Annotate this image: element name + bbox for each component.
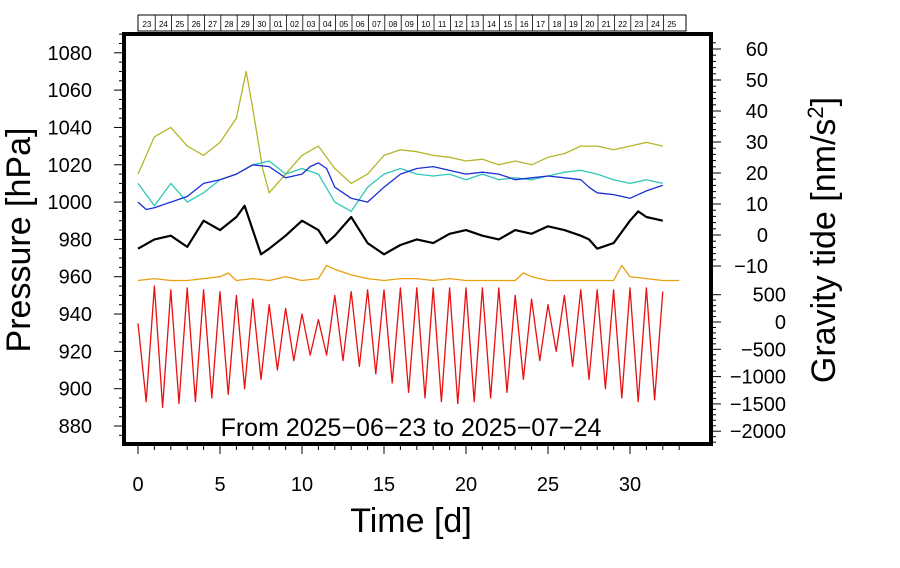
y-right-tick-label: 0 — [757, 225, 768, 247]
series-line-4 — [137, 204, 664, 256]
top-day-labels: 23 24 25 26 27 28 29 30 01 02 03 04 05 06 07 08 09 10 11 12… — [143, 15, 677, 31]
top-day-label: 27 — [208, 20, 217, 29]
chart-caption: From 2025−06−23 to 2025−07−24 — [221, 414, 602, 442]
series-line-3 — [137, 162, 664, 211]
y-left-tick-label: 1060 — [48, 80, 93, 102]
top-strip-frame — [137, 14, 687, 32]
y-right-tick-label: 40 — [746, 101, 768, 123]
x-tick-label: 5 — [214, 474, 225, 496]
top-day-label: 25 — [175, 20, 184, 29]
y-right-tick-label: −2000 — [730, 421, 786, 443]
top-day-label: 23 — [143, 20, 152, 29]
top-day-label: 21 — [602, 20, 611, 29]
top-day-label: 24 — [651, 20, 660, 29]
top-day-label: 04 — [323, 20, 332, 29]
x-tick-label: 0 — [132, 474, 143, 496]
series-line-1 — [137, 70, 663, 194]
x-tick-label: 25 — [537, 474, 559, 496]
y-axis-right: −10 0 10 20 30 40 50 60 −2000 −1500 −1000 −500 0 500 — [711, 39, 786, 443]
top-day-label: 02 — [290, 20, 299, 29]
y-axis-right-label-main: Gravity tide [nm/s — [805, 119, 843, 384]
top-day-label: 20 — [585, 20, 594, 29]
top-day-label: 28 — [225, 20, 234, 29]
y-left-tick-label: 1040 — [48, 117, 93, 139]
series-line-2 — [137, 160, 663, 213]
y-left-tick-label: 940 — [59, 304, 92, 326]
x-tick-label: 10 — [291, 474, 313, 496]
y-axis-right-label-sup: 2 — [803, 106, 828, 118]
y-axis-left-label: Pressure [hPa] — [0, 128, 38, 353]
series-line-5 — [137, 264, 680, 282]
top-day-label: 15 — [503, 20, 512, 29]
top-day-label: 13 — [471, 20, 480, 29]
x-axis: 0 5 10 15 20 25 30 — [132, 444, 680, 496]
top-day-label: 19 — [569, 20, 578, 29]
x-tick-label: 15 — [373, 474, 395, 496]
top-day-label: 22 — [618, 20, 627, 29]
y-right-tick-label: −1500 — [730, 394, 786, 416]
y-right-tick-label: −10 — [734, 256, 768, 278]
top-day-label: 24 — [159, 20, 168, 29]
top-day-label: 26 — [192, 20, 201, 29]
top-day-label: 11 — [438, 20, 447, 29]
y-left-tick-label: 960 — [59, 267, 92, 289]
top-day-label: 16 — [520, 20, 529, 29]
top-day-label: 06 — [356, 20, 365, 29]
top-day-label: 25 — [667, 20, 676, 29]
series-layer — [137, 70, 680, 408]
y-right-tick-label: 20 — [746, 163, 768, 185]
y-right-tick-label: 30 — [746, 132, 768, 154]
y-left-tick-label: 920 — [59, 341, 92, 363]
y-left-tick-label: 1020 — [48, 155, 93, 177]
y-right-tick-label: 10 — [746, 194, 768, 216]
top-day-label: 03 — [307, 20, 316, 29]
x-axis-label: Time [d] — [350, 502, 472, 540]
y-left-tick-label: 1000 — [48, 192, 93, 214]
x-tick-label: 30 — [619, 474, 641, 496]
top-day-label: 01 — [274, 20, 283, 29]
x-tick-label: 20 — [455, 474, 477, 496]
y-left-tick-label: 880 — [59, 416, 92, 438]
y-right-tick-label: 0 — [775, 312, 786, 334]
y-left-tick-label: 1080 — [48, 43, 93, 65]
y-right-tick-label: 500 — [753, 285, 786, 307]
y-right-tick-label: −1000 — [730, 367, 786, 389]
y-axis-left: 880 900 920 940 960 980 1000 1020 1040 1060 1080 — [48, 33, 124, 438]
y-left-tick-label: 980 — [59, 229, 92, 251]
y-left-tick-label: 900 — [59, 379, 92, 401]
top-day-label: 30 — [257, 20, 266, 29]
top-day-label: 07 — [372, 20, 381, 29]
top-day-label: 29 — [241, 20, 250, 29]
top-day-label: 05 — [339, 20, 348, 29]
top-day-strip: 23 24 25 26 27 28 29 30 01 02 03 04 05 06 07 08 09 10 11 12… — [137, 14, 687, 32]
top-day-label: 18 — [553, 20, 562, 29]
top-day-label: 09 — [405, 20, 414, 29]
top-day-label: 10 — [421, 20, 430, 29]
y-right-tick-label: 60 — [746, 39, 768, 61]
y-right-tick-label: 50 — [746, 70, 768, 92]
top-day-label: 23 — [635, 20, 644, 29]
series-line-6 — [137, 285, 664, 408]
y-axis-right-label: Gravity tide [nm/s2] — [803, 97, 843, 383]
top-day-label: 08 — [389, 20, 398, 29]
y-right-tick-label: −500 — [741, 339, 786, 361]
top-day-label: 12 — [454, 20, 463, 29]
top-day-label: 14 — [487, 20, 496, 29]
y-axis-right-label-end: ] — [805, 97, 843, 106]
top-day-label: 17 — [536, 20, 545, 29]
